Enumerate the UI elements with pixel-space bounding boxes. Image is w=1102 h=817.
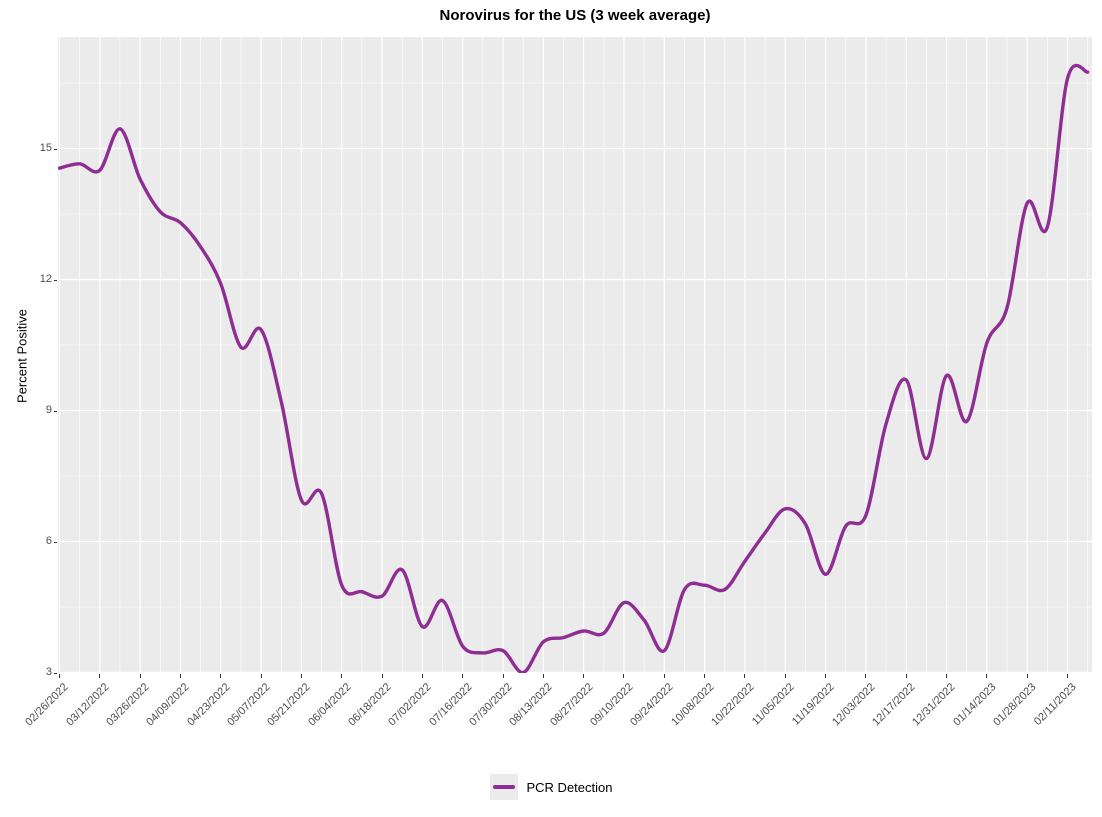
x-tick-mark [784,674,786,678]
y-tick-mark [54,672,57,674]
y-tick-label: 9 [45,403,52,416]
x-tick-mark [341,674,343,678]
x-tick-mark [300,674,302,678]
x-tick-mark [462,674,464,678]
x-tick-label: 10/08/2022 [668,681,717,729]
y-tick-mark [54,541,57,543]
x-tick-label: 07/02/2022 [386,681,434,729]
x-tick-label: 04/23/2022 [184,681,233,729]
x-tick-mark [220,674,222,678]
y-axis-title: Percent Positive [14,309,30,403]
y-tick-label: 6 [45,534,52,547]
x-tick-label: 05/07/2022 [225,681,273,729]
x-tick-label: 07/30/2022 [467,681,515,729]
x-tick-mark [623,674,625,678]
x-tick-label: 03/12/2022 [63,681,112,729]
y-tick-mark [54,279,57,281]
x-tick-mark [542,674,544,678]
pcr-detection-line [58,63,1090,673]
legend-line-swatch-icon [492,785,515,789]
x-tick-label: 09/24/2022 [628,681,676,729]
x-tick-mark [1026,674,1028,678]
legend-label: PCR Detection [526,779,613,795]
x-tick-mark [744,674,746,678]
legend: PCR Detection [0,774,1102,800]
x-tick-mark [1067,674,1068,678]
x-tick-mark [99,674,101,678]
x-tick-label: 11/05/2022 [749,681,797,728]
y-tick-label: 3 [45,665,52,678]
x-tick-label: 06/04/2022 [305,681,354,729]
y-tick-label: 15 [39,141,52,154]
x-tick-mark [421,674,423,678]
x-tick-mark [59,674,60,678]
x-tick-label: 01/28/2023 [991,681,1039,729]
chart-title: Norovirus for the US (3 week average) [439,7,711,24]
x-tick-mark [704,674,706,678]
x-tick-label: 02/26/2022 [23,681,71,729]
x-tick-label: 12/03/2022 [829,681,878,729]
plot-panel [58,37,1092,673]
x-tick-mark [260,674,262,678]
x-tick-mark [905,674,907,678]
x-tick-label: 08/13/2022 [507,681,555,729]
x-tick-mark [825,674,827,678]
x-tick-label: 07/16/2022 [426,681,475,729]
x-tick-mark [946,674,948,678]
x-tick-label: 12/31/2022 [910,681,959,729]
y-tick-mark [54,410,57,412]
x-tick-mark [583,674,585,678]
line-chart-svg [58,37,1092,673]
x-tick-label: 05/21/2022 [265,681,313,729]
x-tick-label: 01/14/2023 [950,681,999,729]
x-tick-mark [179,674,181,678]
x-tick-mark [502,674,504,678]
x-tick-label: 04/09/2022 [144,681,192,729]
x-tick-mark [986,674,988,678]
y-tick-label: 12 [39,272,52,285]
x-tick-mark [381,674,383,678]
x-tick-mark [663,674,665,678]
legend-key [489,774,518,800]
x-tick-label: 02/11/2023 [1032,681,1079,728]
x-tick-label: 08/27/2022 [547,681,596,729]
x-tick-mark [139,674,141,678]
x-tick-mark [865,674,867,678]
x-tick-label: 06/18/2022 [346,681,394,729]
y-tick-mark [54,148,57,150]
